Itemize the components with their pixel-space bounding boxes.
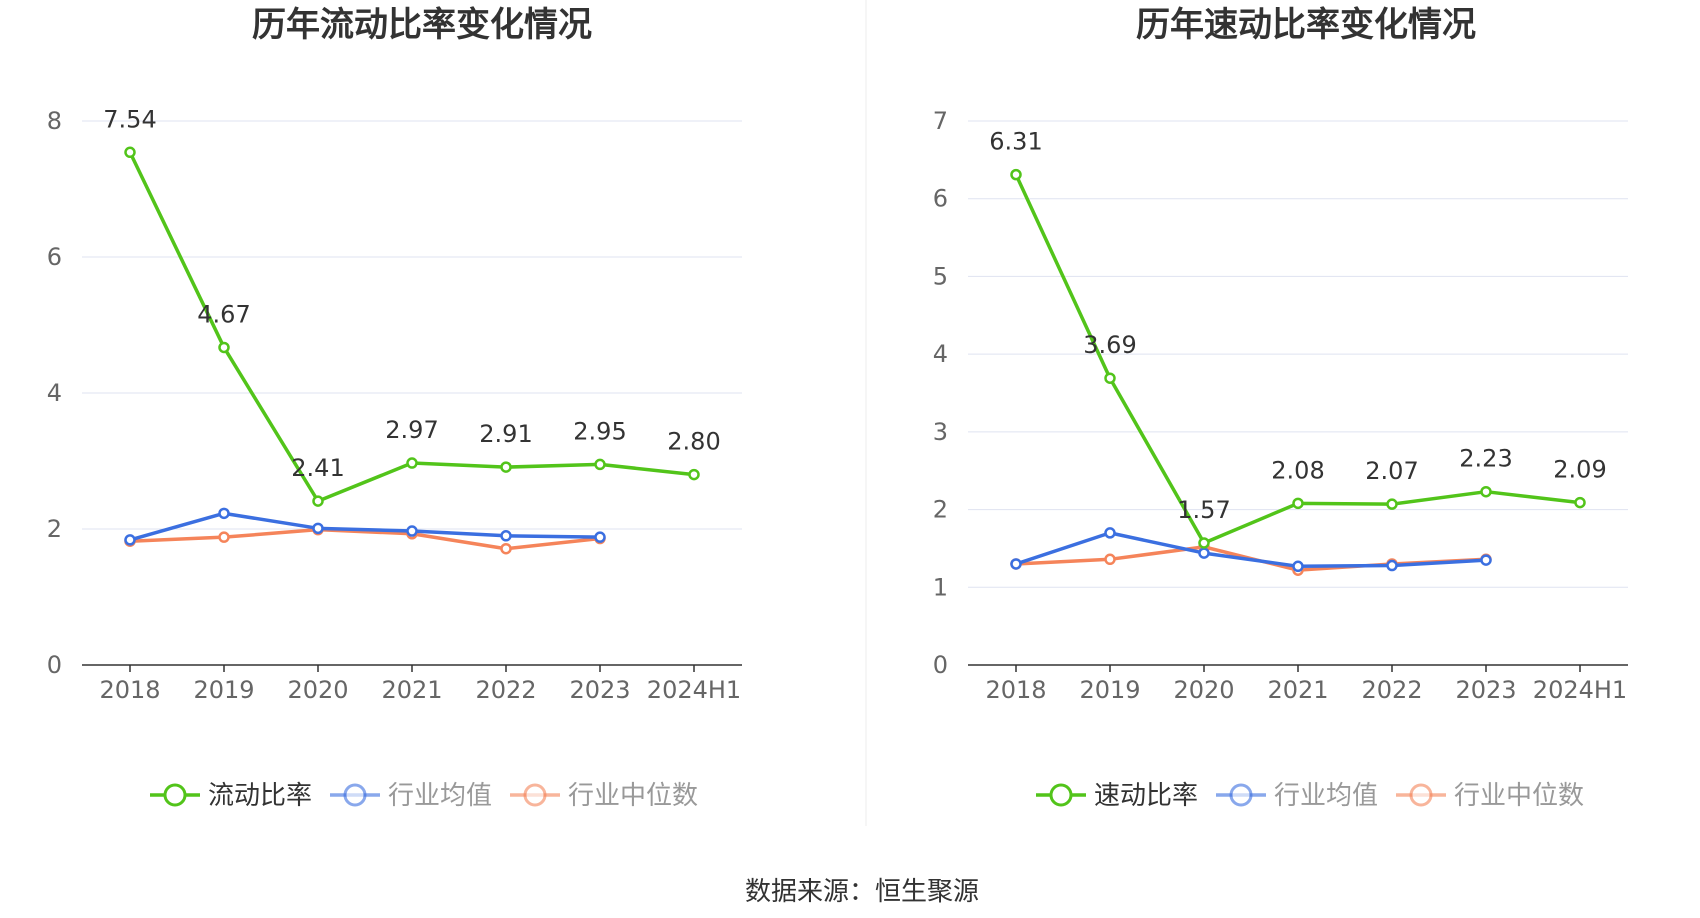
series-line-1 xyxy=(129,511,601,542)
legend-marker xyxy=(523,783,547,807)
data-point xyxy=(218,341,230,354)
y-tick-label: 4 xyxy=(933,340,948,368)
chart-title: 历年速动比率变化情况 xyxy=(1136,5,1476,45)
y-tick-label: 2 xyxy=(933,496,948,524)
data-label: 2.80 xyxy=(667,428,720,456)
data-point xyxy=(1292,560,1304,573)
data-point xyxy=(1198,547,1210,559)
data-label: 4.67 xyxy=(197,300,250,328)
data-label: 3.69 xyxy=(1083,331,1136,359)
legend-label: 行业中位数 xyxy=(1454,781,1584,811)
x-tick-label: 2023 xyxy=(569,676,630,704)
x-tick-label: 2020 xyxy=(287,676,348,704)
data-point xyxy=(688,468,700,481)
data-point xyxy=(1292,497,1304,510)
legend-label: 行业均值 xyxy=(388,781,492,811)
x-tick-label: 2019 xyxy=(193,676,254,704)
data-label: 2.23 xyxy=(1459,445,1512,473)
y-tick-label: 6 xyxy=(47,243,62,271)
data-label: 2.41 xyxy=(291,454,344,482)
y-tick-label: 6 xyxy=(933,185,948,213)
data-point xyxy=(312,522,324,535)
series-line-1 xyxy=(1015,531,1487,569)
data-label: 7.54 xyxy=(103,105,156,133)
x-tick-label: 2024H1 xyxy=(647,676,741,704)
x-tick-label: 2024H1 xyxy=(1533,676,1627,704)
y-tick-label: 1 xyxy=(933,573,948,601)
data-label: 2.91 xyxy=(479,420,532,448)
x-tick-label: 2021 xyxy=(381,676,442,704)
data-point xyxy=(1198,537,1210,549)
data-point xyxy=(1104,527,1116,539)
y-tick-label: 2 xyxy=(47,515,62,543)
data-point xyxy=(406,525,418,537)
y-tick-label: 0 xyxy=(933,651,948,679)
legend-label: 流动比率 xyxy=(208,781,312,811)
data-point xyxy=(312,495,324,507)
x-tick-label: 2018 xyxy=(985,676,1046,704)
y-tick-label: 3 xyxy=(933,418,948,446)
data-point xyxy=(1480,554,1492,566)
data-point xyxy=(218,507,230,520)
legend-marker xyxy=(163,783,187,807)
data-point xyxy=(500,530,512,542)
legend-label: 行业中位数 xyxy=(568,781,698,811)
x-tick-label: 2020 xyxy=(1173,676,1234,704)
data-point xyxy=(500,542,512,555)
legend-marker xyxy=(1409,783,1433,807)
data-point xyxy=(1480,485,1492,498)
data-point xyxy=(1104,372,1116,384)
source-note: 数据来源：恒生聚源 xyxy=(745,877,979,907)
data-point xyxy=(594,531,606,543)
data-point xyxy=(594,458,606,471)
data-point xyxy=(1010,168,1022,181)
legend-marker xyxy=(1049,783,1073,807)
data-label: 2.08 xyxy=(1271,456,1324,484)
legend-marker xyxy=(1229,783,1253,807)
data-point xyxy=(1574,496,1586,509)
data-label: 6.31 xyxy=(989,128,1042,156)
x-tick-label: 2022 xyxy=(1361,676,1422,704)
data-point xyxy=(124,534,136,546)
legend-marker xyxy=(343,783,367,807)
quick-ratio-chart: 历年速动比率变化情况 0 1 2 3 4 5 6 7 2018 2019 2020 2021 2022 2… xyxy=(933,5,1628,811)
data-point xyxy=(218,531,230,543)
series-line-2 xyxy=(129,527,601,551)
data-label: 2.09 xyxy=(1553,456,1606,484)
data-label: 2.07 xyxy=(1365,457,1418,485)
legend-label: 速动比率 xyxy=(1094,781,1198,811)
x-tick-label: 2019 xyxy=(1079,676,1140,704)
x-tick-label: 2018 xyxy=(99,676,160,704)
x-tick-label: 2021 xyxy=(1267,676,1328,704)
data-point xyxy=(124,146,136,159)
y-tick-label: 0 xyxy=(47,651,62,679)
x-tick-label: 2022 xyxy=(475,676,536,704)
data-point xyxy=(1386,559,1398,572)
data-point xyxy=(1386,498,1398,510)
data-point xyxy=(1010,558,1022,570)
y-tick-label: 4 xyxy=(47,379,62,407)
x-tick-label: 2023 xyxy=(1455,676,1516,704)
data-point xyxy=(500,461,512,473)
legend-label: 行业均值 xyxy=(1274,781,1378,811)
data-label: 2.97 xyxy=(385,416,438,444)
data-label: 2.95 xyxy=(573,417,626,445)
data-label: 1.57 xyxy=(1177,496,1230,524)
data-point xyxy=(1104,553,1116,566)
data-point xyxy=(406,457,418,469)
y-tick-label: 8 xyxy=(47,107,62,135)
current-ratio-chart: 历年流动比率变化情况 0 2 4 6 8 2018 2019 2020 2021 2022 2023… xyxy=(47,5,742,811)
y-tick-label: 5 xyxy=(933,262,948,290)
chart-title: 历年流动比率变化情况 xyxy=(252,5,592,45)
y-tick-label: 7 xyxy=(933,107,948,135)
